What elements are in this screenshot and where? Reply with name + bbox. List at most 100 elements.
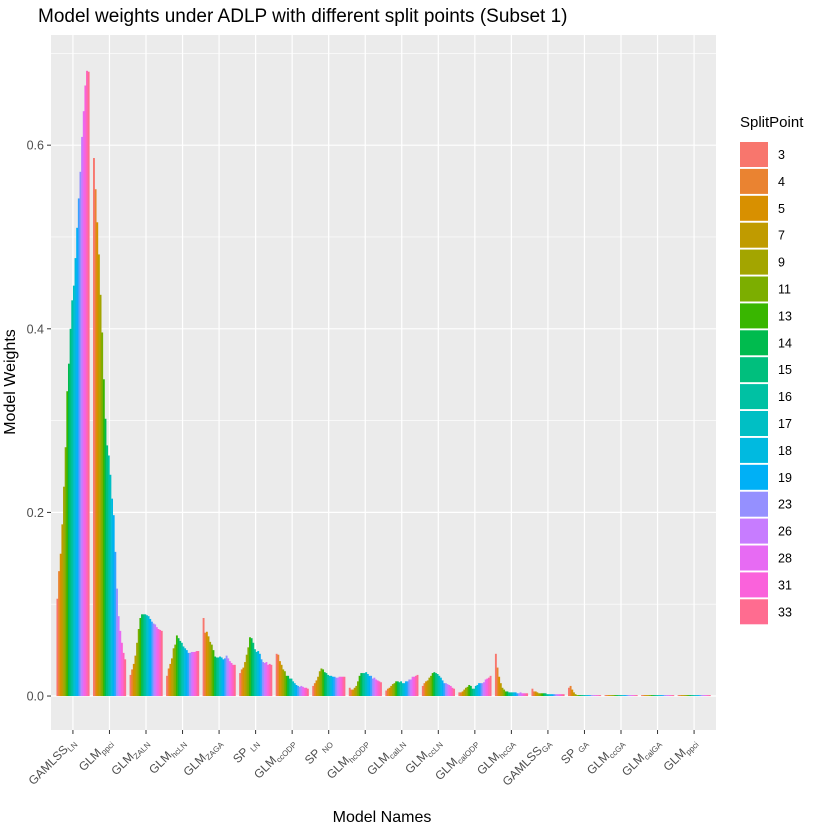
bar bbox=[536, 692, 538, 696]
bar bbox=[153, 624, 155, 697]
bar bbox=[154, 624, 156, 696]
bar bbox=[81, 137, 83, 696]
bar bbox=[213, 650, 215, 696]
bar bbox=[445, 683, 447, 696]
bar bbox=[265, 662, 267, 696]
x-tick-label: GAMLSSLN bbox=[26, 735, 80, 789]
bar bbox=[521, 693, 523, 696]
bar bbox=[151, 622, 153, 696]
bar bbox=[249, 637, 251, 696]
bar bbox=[208, 636, 210, 696]
bar bbox=[516, 693, 518, 696]
bar bbox=[286, 676, 288, 696]
bar bbox=[407, 681, 409, 696]
bar bbox=[555, 694, 557, 696]
bar bbox=[216, 657, 218, 696]
bar bbox=[689, 695, 691, 696]
bar bbox=[284, 671, 286, 696]
bar bbox=[194, 652, 196, 696]
bar bbox=[279, 661, 281, 696]
x-tick-label: SP GA bbox=[558, 735, 591, 768]
bar bbox=[324, 672, 326, 696]
x-tick-label: GLMcalGA bbox=[619, 735, 665, 781]
bar bbox=[196, 651, 198, 696]
bar bbox=[221, 657, 223, 696]
bar bbox=[488, 678, 490, 696]
bar bbox=[335, 678, 337, 696]
bar bbox=[483, 682, 485, 696]
legend-key bbox=[740, 196, 768, 221]
bar bbox=[111, 499, 113, 696]
bar bbox=[269, 664, 271, 696]
bar bbox=[80, 172, 82, 696]
bar bbox=[591, 695, 593, 696]
legend-label: 11 bbox=[778, 283, 791, 297]
legend-label: 9 bbox=[778, 256, 785, 270]
legend-key bbox=[740, 572, 768, 597]
bar bbox=[124, 659, 126, 696]
bar bbox=[526, 693, 528, 696]
bar bbox=[558, 694, 560, 696]
bar bbox=[75, 258, 77, 696]
bar bbox=[281, 665, 283, 696]
bar bbox=[636, 695, 638, 696]
bar bbox=[254, 649, 256, 696]
bar bbox=[618, 695, 620, 696]
bar bbox=[584, 695, 586, 696]
y-tick-label: 0.4 bbox=[27, 322, 44, 336]
bar bbox=[412, 677, 414, 696]
bar bbox=[553, 694, 555, 696]
bar bbox=[144, 614, 146, 696]
bar bbox=[95, 189, 97, 696]
bar bbox=[502, 688, 504, 696]
bar bbox=[580, 695, 582, 696]
bar bbox=[181, 643, 183, 696]
bar bbox=[264, 663, 266, 696]
bar bbox=[548, 694, 550, 696]
legend-label: 3 bbox=[778, 148, 785, 162]
bar bbox=[598, 695, 600, 696]
bar bbox=[540, 693, 542, 696]
bar bbox=[246, 655, 248, 696]
bar bbox=[410, 680, 412, 697]
bar bbox=[545, 693, 547, 696]
bar bbox=[307, 689, 309, 696]
bar bbox=[214, 657, 216, 696]
bar bbox=[287, 676, 289, 696]
bar bbox=[402, 683, 404, 696]
bar bbox=[681, 695, 683, 696]
bar bbox=[523, 693, 525, 696]
bar bbox=[337, 678, 339, 696]
bar bbox=[621, 695, 623, 696]
bar bbox=[462, 691, 464, 696]
bar bbox=[551, 694, 553, 696]
bar bbox=[226, 656, 228, 696]
bar bbox=[692, 695, 694, 696]
bar bbox=[300, 686, 302, 696]
bar bbox=[688, 695, 690, 696]
legend-key bbox=[740, 250, 768, 275]
legend-title: SplitPoint bbox=[740, 114, 804, 131]
bar bbox=[596, 695, 598, 696]
bar bbox=[71, 300, 73, 696]
bar bbox=[317, 677, 319, 696]
bar bbox=[435, 673, 437, 696]
bar bbox=[616, 695, 618, 696]
bar bbox=[247, 647, 249, 696]
bar bbox=[614, 695, 616, 696]
bar bbox=[320, 668, 322, 696]
bar bbox=[294, 683, 296, 696]
bar bbox=[505, 691, 507, 696]
bar bbox=[392, 684, 394, 696]
bar bbox=[267, 665, 269, 696]
bar bbox=[357, 681, 359, 696]
bar bbox=[671, 695, 673, 696]
legend-label: 19 bbox=[778, 471, 792, 485]
bar bbox=[546, 694, 548, 696]
legend-key bbox=[740, 277, 768, 302]
bar bbox=[646, 695, 648, 696]
bar bbox=[578, 695, 580, 696]
bar bbox=[169, 664, 171, 696]
legend-label: 17 bbox=[778, 417, 792, 431]
bar bbox=[458, 692, 460, 696]
